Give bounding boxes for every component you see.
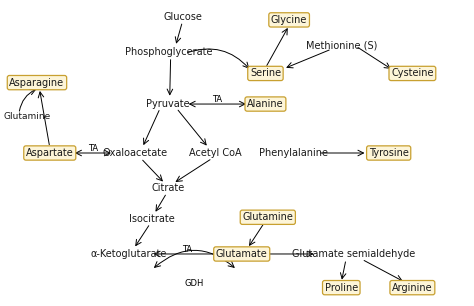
Text: TA: TA — [212, 95, 222, 104]
Text: Glycine: Glycine — [271, 15, 307, 25]
Text: GDH: GDH — [185, 278, 204, 288]
Text: Cysteine: Cysteine — [391, 69, 434, 78]
Text: TA: TA — [88, 144, 98, 153]
Text: Tyrosine: Tyrosine — [369, 148, 409, 158]
Text: Glucose: Glucose — [163, 12, 202, 22]
Text: Glutamine: Glutamine — [4, 112, 51, 121]
Text: Isocitrate: Isocitrate — [129, 214, 174, 224]
Text: Methionine (S): Methionine (S) — [306, 41, 377, 51]
Text: Pyruvate: Pyruvate — [146, 99, 190, 109]
Text: Glutamate semialdehyde: Glutamate semialdehyde — [292, 249, 415, 259]
Text: Phosphoglycerate: Phosphoglycerate — [125, 47, 212, 57]
Text: Alanine: Alanine — [247, 99, 284, 109]
Text: α-Ketoglutarate: α-Ketoglutarate — [91, 249, 167, 259]
Text: Citrate: Citrate — [152, 183, 185, 193]
Text: Phenylalanine: Phenylalanine — [259, 148, 328, 158]
Text: Acetyl CoA: Acetyl CoA — [189, 148, 242, 158]
Text: Oxaloacetate: Oxaloacetate — [102, 148, 168, 158]
Text: Glutamate: Glutamate — [216, 249, 268, 259]
Text: Aspartate: Aspartate — [26, 148, 73, 158]
Text: Glutamine: Glutamine — [242, 212, 293, 222]
Text: Proline: Proline — [325, 283, 358, 293]
Text: Asparagine: Asparagine — [9, 78, 64, 88]
Text: Serine: Serine — [250, 69, 281, 78]
Text: TA: TA — [182, 245, 192, 254]
Text: Arginine: Arginine — [392, 283, 433, 293]
